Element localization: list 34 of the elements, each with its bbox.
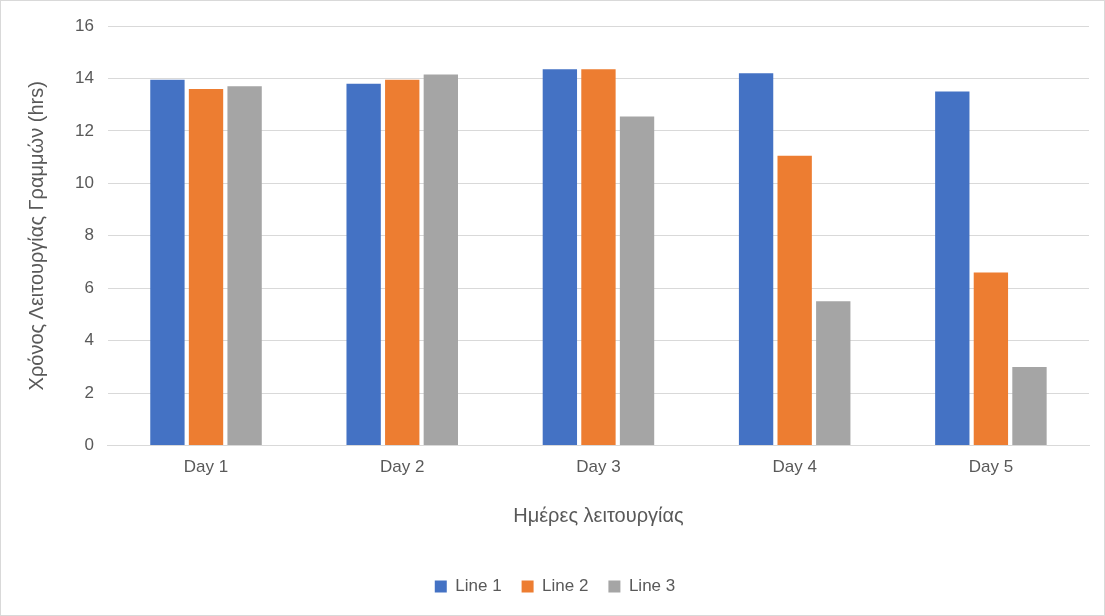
- bar: [1012, 366, 1047, 446]
- y-tick-label: 2: [84, 382, 94, 402]
- y-tick-label: 0: [84, 435, 94, 455]
- x-tick-label: Day 1: [183, 457, 229, 477]
- bar: [777, 155, 812, 446]
- bar: [738, 73, 774, 446]
- y-tick-label: 4: [84, 330, 94, 350]
- bar: [973, 272, 1009, 446]
- y-tick-label: 8: [84, 225, 94, 245]
- bar: [542, 69, 578, 446]
- y-tick-label: 12: [74, 120, 94, 140]
- bar: [935, 91, 970, 446]
- bar: [816, 301, 851, 446]
- bar: [385, 79, 420, 446]
- bar: [619, 116, 655, 446]
- x-tick-label: Day 3: [576, 457, 621, 477]
- x-tick-label: Day 2: [380, 457, 425, 477]
- y-tick-label: 14: [74, 68, 94, 88]
- bar: [150, 79, 185, 446]
- x-tick-label: Day 4: [772, 457, 817, 477]
- legend-label: Line 3: [628, 576, 676, 596]
- bar: [346, 83, 381, 446]
- x-axis-title: Ημέρες λειτουργίας: [513, 503, 685, 526]
- legend-label: Line 2: [542, 576, 589, 596]
- bar: [188, 88, 224, 446]
- legend-label: Line 1: [455, 576, 502, 596]
- y-axis-title: Χρόνος Λειτουργίας Γραμμών (hrs): [24, 81, 47, 391]
- bar: [423, 74, 458, 446]
- x-tick-label: Day 5: [968, 457, 1014, 477]
- y-tick-label: 16: [74, 15, 94, 35]
- bar: [581, 69, 616, 446]
- y-tick-label: 6: [84, 277, 94, 297]
- bar: [227, 86, 262, 446]
- y-tick-label: 10: [74, 173, 94, 193]
